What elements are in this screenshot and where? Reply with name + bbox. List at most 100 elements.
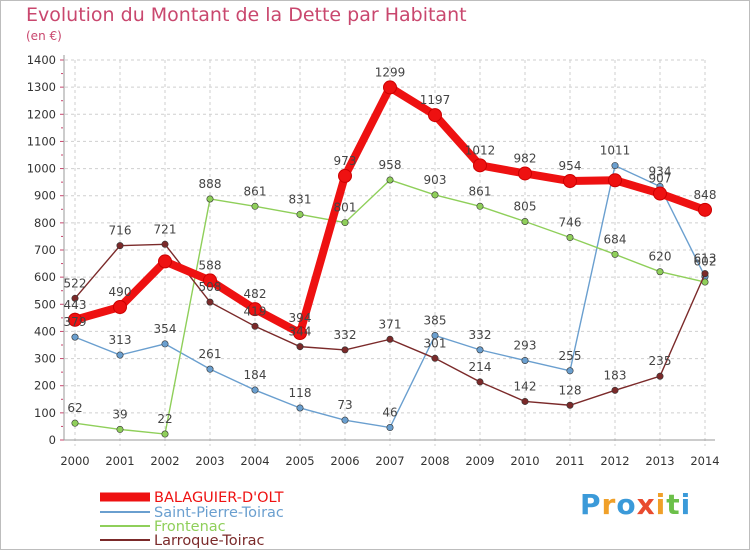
data-point	[521, 218, 529, 226]
logo-letter: P	[580, 488, 602, 521]
legend: BALAGUIER-D'OLTSaint-Pierre-ToiracFronte…	[100, 490, 284, 549]
data-point	[113, 300, 127, 314]
logo-letter: i	[655, 488, 667, 521]
x-tick-label: 2014	[690, 454, 719, 468]
y-tick-label: 0	[49, 433, 56, 447]
data-label: 958	[379, 158, 402, 172]
data-point	[161, 240, 169, 248]
data-label: 602	[694, 255, 717, 269]
data-label: 805	[514, 200, 537, 214]
data-point	[116, 425, 124, 433]
chart-subtitle: (en €)	[26, 29, 62, 43]
logo-letter: t	[666, 488, 681, 521]
x-tick-label: 2000	[60, 454, 89, 468]
data-point	[476, 202, 484, 210]
y-tick-label: 1200	[27, 107, 56, 121]
x-tick-label: 2013	[645, 454, 674, 468]
data-point	[296, 343, 304, 351]
data-label: 443	[64, 298, 87, 312]
data-label: 301	[424, 336, 447, 350]
data-point	[476, 378, 484, 386]
data-label: 1012	[465, 143, 496, 157]
data-point	[71, 419, 79, 427]
data-point	[68, 312, 82, 327]
x-tick-label: 2003	[195, 454, 224, 468]
data-label: 620	[649, 250, 672, 264]
axes: 0 100 200 300 400 500 600 700 800 900 1000 1100 1200…	[27, 53, 720, 468]
data-label: 973	[334, 154, 357, 168]
y-tick-label: 300	[34, 352, 56, 366]
data-point	[386, 335, 394, 343]
data-point	[116, 242, 124, 250]
data-point	[611, 250, 619, 258]
data-point	[698, 202, 712, 217]
data-label: 354	[154, 322, 177, 336]
data-label: 118	[289, 386, 312, 400]
series-2	[71, 176, 709, 438]
data-labels: 443 490 588 482 394 973 1299 1197 1012 982 954 907 8…	[64, 65, 717, 426]
data-point	[161, 430, 169, 438]
data-label: 22	[157, 412, 172, 426]
x-tick-label: 2006	[330, 454, 359, 468]
data-point	[206, 298, 214, 306]
legend-label: Larroque-Toirac	[154, 533, 265, 549]
x-tick-label: 2010	[510, 454, 539, 468]
data-point	[476, 346, 484, 354]
logo-letter: r	[601, 488, 617, 521]
data-label: 394	[289, 311, 312, 325]
data-point	[161, 340, 169, 348]
logo-letter: i	[680, 488, 692, 521]
data-point	[431, 331, 439, 339]
data-label: 746	[559, 216, 582, 230]
data-label: 142	[514, 379, 537, 393]
y-tick-label: 700	[34, 243, 56, 257]
data-label: 508	[199, 280, 222, 294]
data-label: 588	[199, 258, 222, 272]
data-point	[206, 195, 214, 203]
data-label: 684	[604, 232, 627, 246]
y-tick-label: 1300	[27, 80, 56, 94]
data-label: 261	[199, 347, 222, 361]
data-point	[386, 424, 394, 432]
data-point	[473, 158, 487, 173]
data-point	[521, 397, 529, 405]
data-label: 716	[109, 224, 132, 238]
chart-title: Evolution du Montant de la Dette par Hab…	[26, 4, 467, 26]
data-point	[116, 351, 124, 359]
x-tick-label: 2009	[465, 454, 494, 468]
data-point	[248, 302, 262, 317]
data-point	[611, 162, 619, 170]
legend-label: BALAGUIER-D'OLT	[154, 490, 284, 506]
data-label: 490	[109, 285, 132, 299]
x-tick-label: 2011	[555, 454, 584, 468]
data-point	[293, 326, 307, 341]
y-tick-label: 200	[34, 379, 56, 393]
data-label: 293	[514, 338, 537, 352]
data-point	[341, 346, 349, 354]
data-label: 907	[649, 172, 672, 186]
data-label: 235	[649, 354, 672, 368]
y-tick-label: 1000	[27, 162, 56, 176]
x-tick-label: 2001	[105, 454, 134, 468]
data-point	[338, 168, 352, 183]
data-point	[206, 365, 214, 373]
data-label: 332	[469, 328, 492, 342]
y-tick-label: 1400	[27, 53, 56, 67]
y-tick-label: 100	[34, 406, 56, 420]
data-label: 46	[382, 406, 397, 420]
y-tick-label: 500	[34, 297, 56, 311]
data-point	[251, 386, 259, 394]
data-point	[71, 333, 79, 341]
data-label: 613	[694, 252, 717, 266]
y-tick-label: 1100	[27, 134, 56, 148]
data-label: 1011	[600, 144, 631, 158]
data-label: 214	[469, 360, 492, 374]
data-point	[566, 367, 574, 375]
data-label: 62	[67, 401, 82, 415]
x-tick-label: 2012	[600, 454, 629, 468]
data-label: 73	[337, 398, 352, 412]
data-label: 332	[334, 328, 357, 342]
data-point	[518, 166, 532, 181]
data-label: 801	[334, 201, 357, 215]
